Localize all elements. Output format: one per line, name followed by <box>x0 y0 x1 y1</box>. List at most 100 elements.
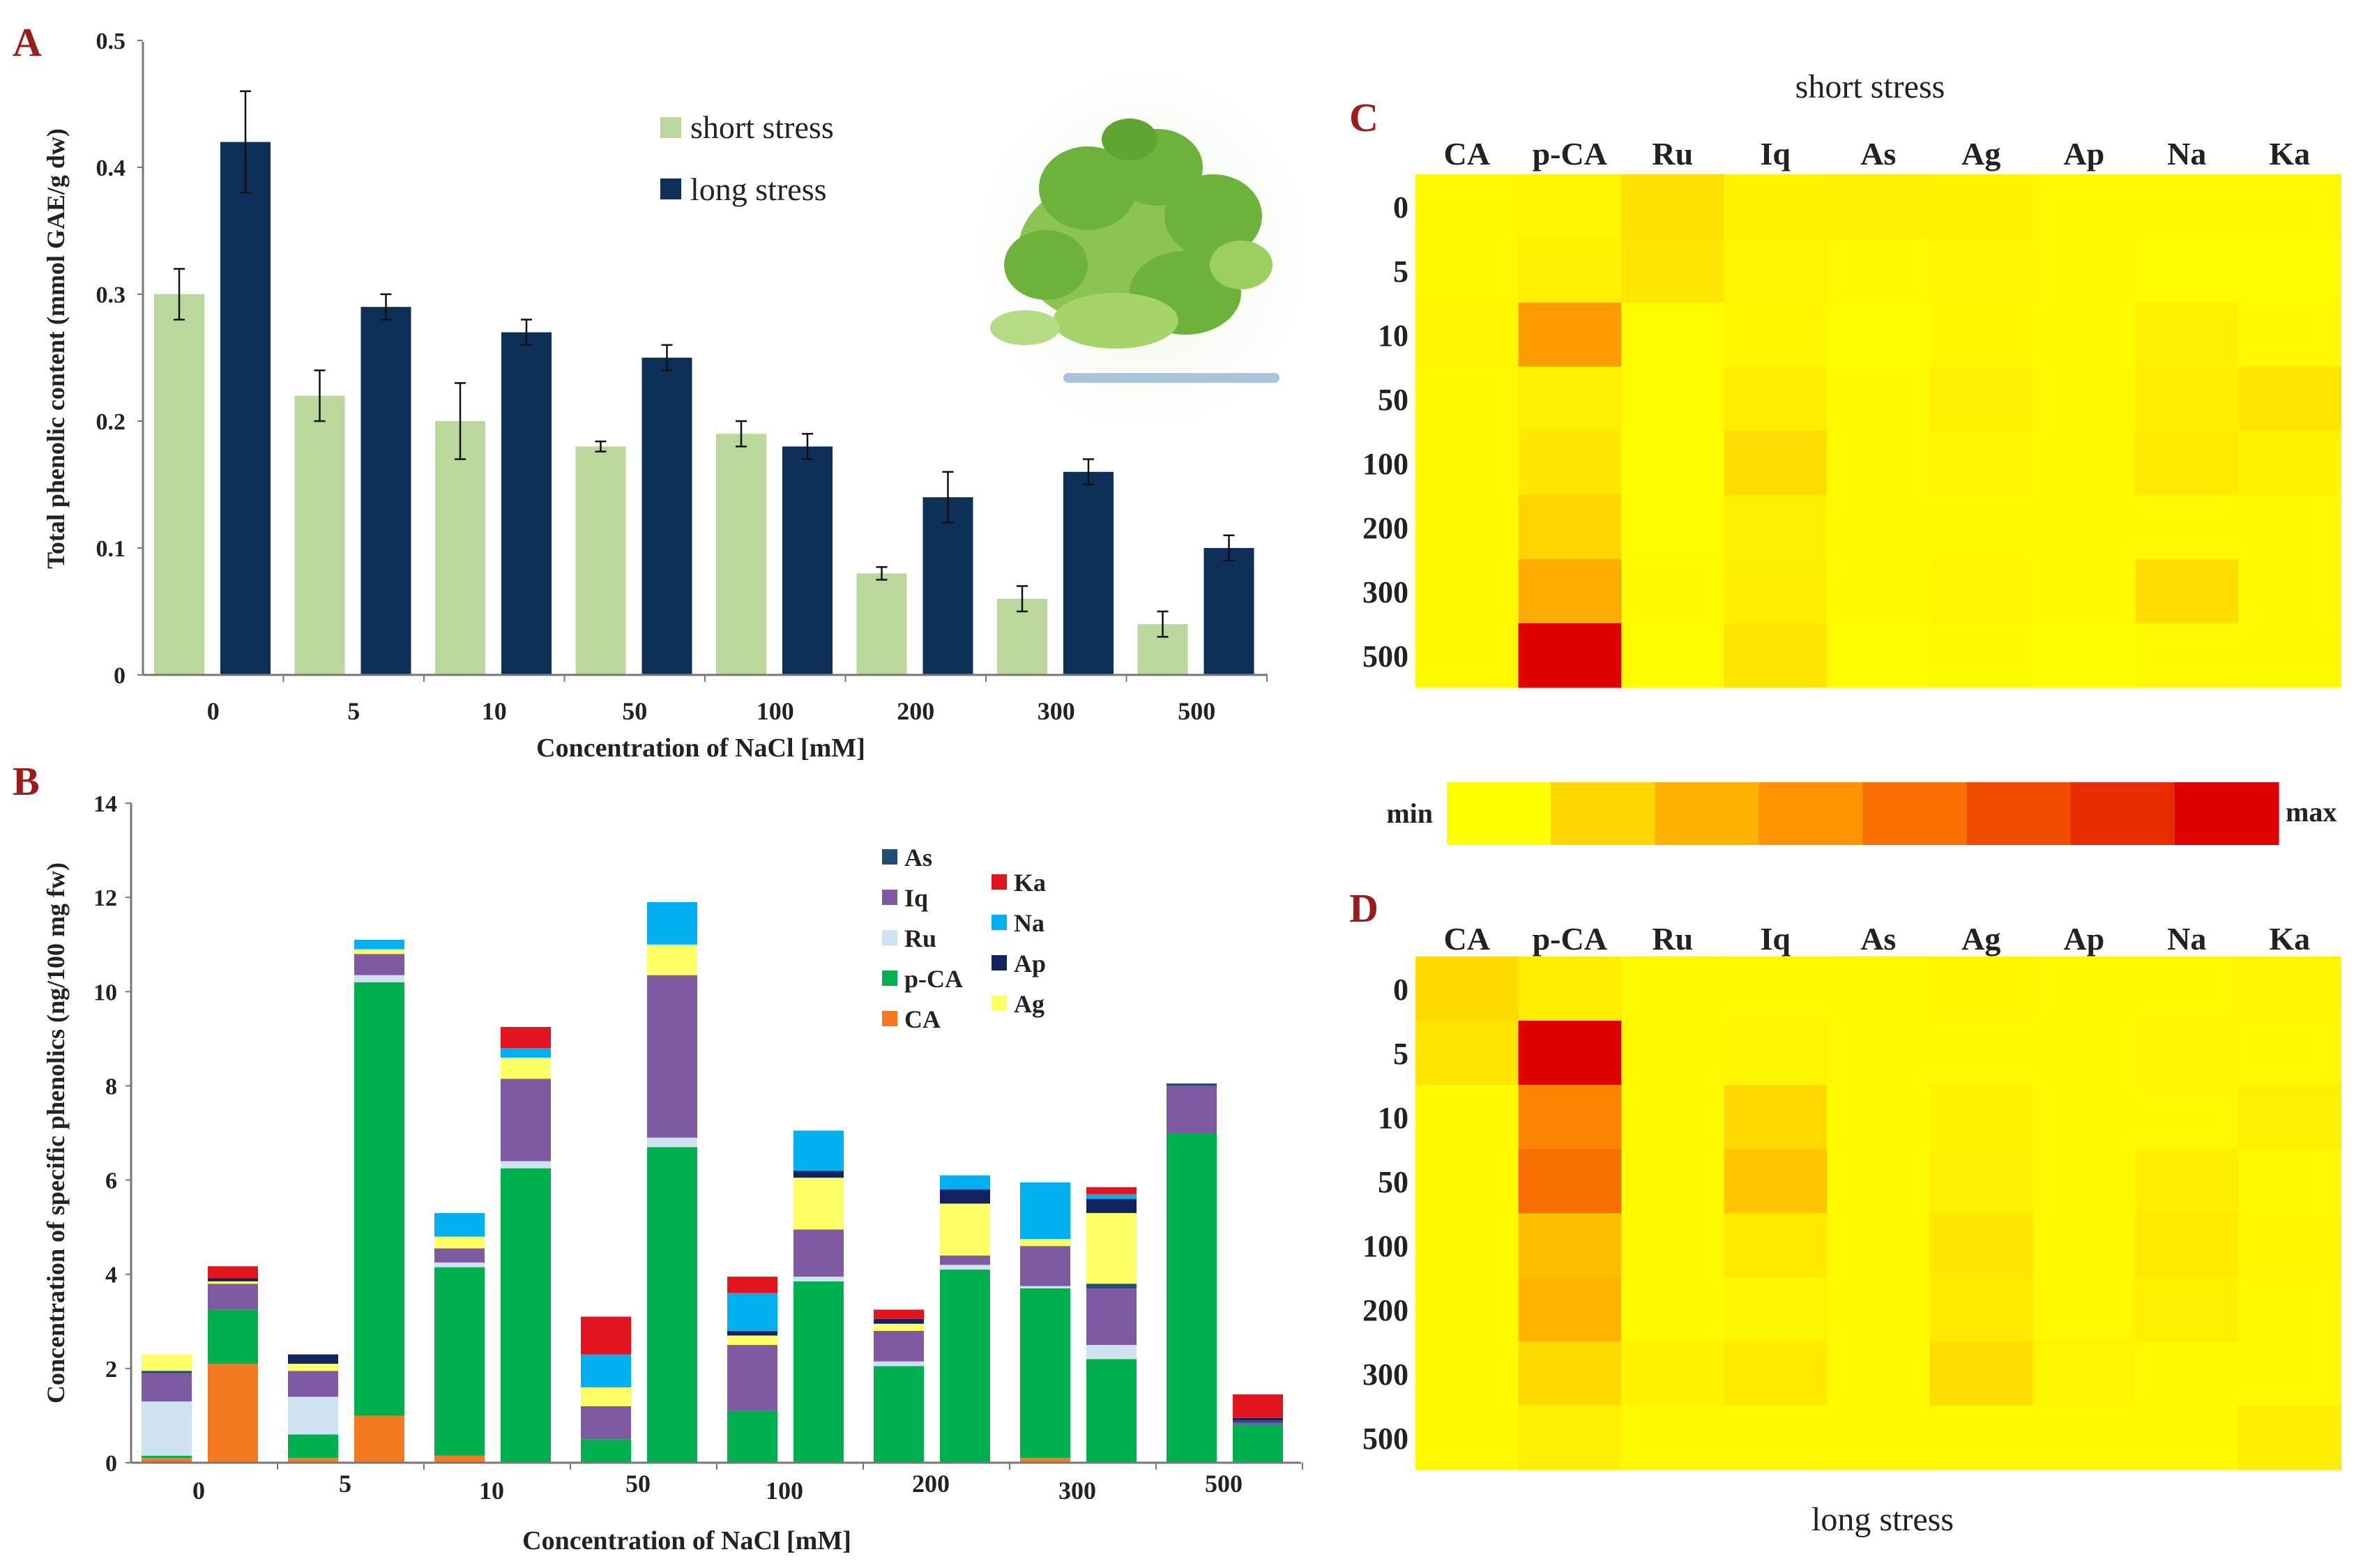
panel-b-bar-segment <box>501 1057 551 1079</box>
colorbar-cell <box>1655 782 1759 845</box>
panel-d: D CA p-CA Ru Iq As Ag Ap Na Ka 0 5 10 50 100 200 300 50… <box>1349 885 2341 1538</box>
heatmap-c-cell <box>2238 238 2341 303</box>
heatmap-c-cell <box>1724 495 1828 560</box>
heatmap-d-column-label: CA <box>1444 921 1490 957</box>
heatmap-d-cell <box>1724 957 1828 1021</box>
heatmap-c-cell <box>1724 431 1828 496</box>
heatmap-d-cell <box>2033 1341 2136 1406</box>
panel-b-bar-segment <box>354 939 404 950</box>
panel-a-bar <box>1063 471 1114 675</box>
heatmap-d-row-label: 5 <box>1393 1037 1408 1071</box>
heatmap-d-cell <box>1621 1341 1724 1406</box>
heatmap-d-cell <box>1518 1213 1622 1278</box>
legend-label-short-stress: short stress <box>690 109 834 145</box>
panel-a-y-tick-label: 0.1 <box>96 536 126 562</box>
panel-a-legend: short stress long stress <box>660 109 834 207</box>
panel-a-y-tick-label: 0.5 <box>96 29 126 54</box>
heatmap-d-cell <box>2135 1149 2239 1214</box>
heatmap-d-cell <box>2238 1149 2341 1214</box>
heatmap-c-cell <box>1518 623 1622 688</box>
heatmap-c-row-label: 300 <box>1362 575 1408 609</box>
panel-b-bar-segment <box>727 1293 777 1331</box>
heatmap-d-cell <box>1518 1021 1622 1086</box>
heatmap-d-cell <box>1724 1341 1828 1406</box>
panel-a-bar <box>641 358 692 675</box>
panel-letter-a: A <box>13 20 42 65</box>
panel-b-bar-segment <box>288 1396 338 1435</box>
panel-b-bar-segment <box>940 1255 990 1265</box>
panel-b-bar-segment <box>581 1354 631 1387</box>
heatmap-c-cell <box>2033 623 2136 688</box>
heatmap-d-cell <box>1724 1085 1828 1150</box>
heatmap-d-cell <box>1415 1149 1519 1214</box>
heatmap-d-cell <box>1415 1341 1519 1406</box>
panel-a-bar <box>856 573 907 675</box>
panel-b-x-tick-label: 50 <box>625 1470 651 1498</box>
panel-b-bar-segment <box>647 1137 697 1148</box>
panel-b-bar-segment <box>288 1364 338 1371</box>
heatmap-c-column-label: As <box>1860 136 1896 172</box>
heatmap-d-cell <box>1929 1085 2033 1150</box>
heatmap-c-cell <box>1827 238 1930 303</box>
panel-b-x-tick-label: 300 <box>1058 1477 1096 1505</box>
panel-a-bar <box>1203 548 1254 675</box>
heatmap-d-cell <box>1724 1021 1828 1086</box>
panel-b-bar-segment <box>727 1335 777 1346</box>
heatmap-d-cell <box>2135 1406 2239 1470</box>
heatmap-c-cell <box>2033 303 2136 367</box>
panel-b-bar-segment <box>793 1281 844 1463</box>
panel-b-bar-segment <box>874 1361 924 1367</box>
heatmap-c-cell <box>2033 174 2136 239</box>
panel-a-y-axis-title: Total phenolic content (mmol GAE/g dw) <box>42 128 70 569</box>
heatmap-c-cell <box>2238 623 2341 688</box>
panel-letter-c: C <box>1349 95 1378 140</box>
panel-b-bar-segment <box>1233 1424 1283 1463</box>
panel-b-bar-segment <box>501 1079 551 1162</box>
panel-b-bar-segment <box>434 1267 485 1456</box>
panel-b-bar-segment <box>1020 1288 1070 1459</box>
panel-c: C short stress CA p-CA Ru Iq As Ag Ap Na Ka 0 5 10… <box>1349 68 2341 688</box>
heatmap-c-cell <box>1621 367 1724 432</box>
panel-b-bar-segment <box>288 1371 338 1397</box>
panel-b-bar-segment <box>434 1262 485 1268</box>
heatmap-c-cell <box>2135 174 2239 239</box>
panel-b-bar-segment <box>501 1161 551 1169</box>
heatmap-c-column-label: Ru <box>1652 136 1693 172</box>
panel-b-bar-segment <box>208 1309 258 1364</box>
heatmap-c-column-label: CA <box>1444 136 1490 172</box>
heatmap-c-cell <box>1929 303 2033 367</box>
heatmap-d-cell <box>1621 1021 1724 1086</box>
panel-a-bar <box>360 307 411 675</box>
colorbar-cell <box>1966 782 2072 845</box>
heatmap-c-cell <box>1415 367 1519 432</box>
panel-b-bar-segment <box>288 1354 338 1364</box>
heatmap-d-cell <box>1929 1021 2033 1086</box>
heatmap-c-cell <box>1621 623 1724 688</box>
panel-a-x-tick-label: 50 <box>622 697 647 725</box>
heatmap-d-column-label: Iq <box>1761 921 1791 957</box>
panel-a: A Total phenolic content (mmol GAE/g dw)… <box>13 20 1311 763</box>
heatmap-c-cell <box>1724 238 1828 303</box>
heatmap-d-column-label: Ru <box>1652 921 1693 957</box>
panel-b-bar-segment <box>434 1236 485 1249</box>
heatmap-c-cell <box>1518 431 1622 496</box>
heatmap-c-row-label: 5 <box>1393 254 1408 289</box>
panel-b-x-tick-label: 5 <box>339 1470 351 1498</box>
panel-b-bar-segment <box>288 1458 338 1463</box>
panel-b-x-axis-title: Concentration of NaCl [mM] <box>522 1526 851 1555</box>
heatmap-d-cell <box>1827 1149 1930 1214</box>
heatmap-c-column-label: Na <box>2167 136 2206 172</box>
legend-label-na: Na <box>1014 909 1045 937</box>
heatmap-c-column-label: p-CA <box>1533 136 1607 172</box>
panel-b-bar-segment <box>288 1434 338 1459</box>
panel-b-x-tick-label: 10 <box>479 1477 504 1505</box>
panel-b-bar-segment <box>1167 1086 1217 1133</box>
panel-b-bar-segment <box>1020 1458 1070 1463</box>
panel-b-bar-segment <box>354 954 404 975</box>
legend-swatch-short-stress <box>660 117 681 138</box>
heatmap-c-column-label: Ap <box>2063 136 2104 172</box>
legend-swatch-long-stress <box>660 178 681 199</box>
panel-b-x-tick-label: 200 <box>912 1470 950 1498</box>
heatmap-d-cell <box>1415 957 1519 1021</box>
panel-a-bar <box>435 421 485 675</box>
